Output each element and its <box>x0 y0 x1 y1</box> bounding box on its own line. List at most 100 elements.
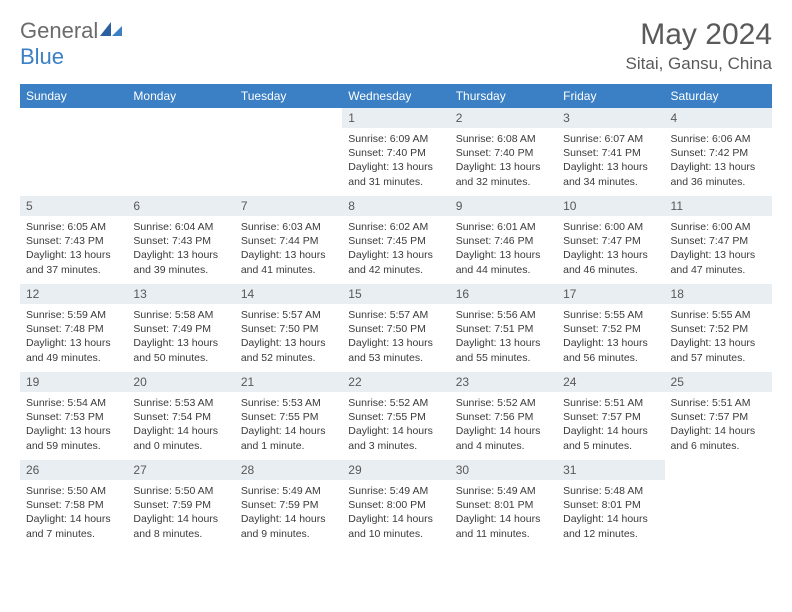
calendar-table: Sunday Monday Tuesday Wednesday Thursday… <box>20 84 772 548</box>
day-number: 15 <box>342 284 449 304</box>
day-details: Sunrise: 6:00 AMSunset: 7:47 PMDaylight:… <box>665 216 772 283</box>
day-number: 9 <box>450 196 557 216</box>
calendar-cell <box>127 108 234 196</box>
sunset-text: Sunset: 7:56 PM <box>456 410 551 424</box>
daylight-text: Daylight: 13 hours and 49 minutes. <box>26 336 121 364</box>
daylight-text: Daylight: 13 hours and 56 minutes. <box>563 336 658 364</box>
sunrise-text: Sunrise: 5:56 AM <box>456 308 551 322</box>
daylight-text: Daylight: 14 hours and 1 minute. <box>241 424 336 452</box>
sunset-text: Sunset: 7:43 PM <box>133 234 228 248</box>
sunrise-text: Sunrise: 5:52 AM <box>348 396 443 410</box>
day-details: Sunrise: 5:49 AMSunset: 7:59 PMDaylight:… <box>235 480 342 547</box>
sunset-text: Sunset: 7:59 PM <box>241 498 336 512</box>
calendar-row: 19Sunrise: 5:54 AMSunset: 7:53 PMDayligh… <box>20 372 772 460</box>
calendar-cell: 20Sunrise: 5:53 AMSunset: 7:54 PMDayligh… <box>127 372 234 460</box>
daylight-text: Daylight: 13 hours and 53 minutes. <box>348 336 443 364</box>
day-number: 3 <box>557 108 664 128</box>
day-details: Sunrise: 5:56 AMSunset: 7:51 PMDaylight:… <box>450 304 557 371</box>
day-number: 29 <box>342 460 449 480</box>
day-details: Sunrise: 6:05 AMSunset: 7:43 PMDaylight:… <box>20 216 127 283</box>
sunset-text: Sunset: 7:57 PM <box>563 410 658 424</box>
sunset-text: Sunset: 7:45 PM <box>348 234 443 248</box>
sunset-text: Sunset: 7:49 PM <box>133 322 228 336</box>
calendar-cell <box>665 460 772 548</box>
day-details: Sunrise: 5:55 AMSunset: 7:52 PMDaylight:… <box>665 304 772 371</box>
calendar-cell: 7Sunrise: 6:03 AMSunset: 7:44 PMDaylight… <box>235 196 342 284</box>
day-number: 18 <box>665 284 772 304</box>
day-number: 5 <box>20 196 127 216</box>
weekday-header: Sunday <box>20 84 127 108</box>
sunrise-text: Sunrise: 6:02 AM <box>348 220 443 234</box>
calendar-cell: 12 Sunrise: 5:59 AMSunset: 7:48 PMDayligh… <box>20 284 127 372</box>
calendar-cell: 14Sunrise: 5:57 AMSunset: 7:50 PMDayligh… <box>235 284 342 372</box>
sunset-text: Sunset: 7:48 PM <box>26 322 121 336</box>
day-number: 4 <box>665 108 772 128</box>
day-number: 12 <box>20 284 127 304</box>
day-details: Sunrise: 6:03 AMSunset: 7:44 PMDaylight:… <box>235 216 342 283</box>
day-details: Sunrise: 6:09 AMSunset: 7:40 PMDaylight:… <box>342 128 449 195</box>
day-number: 8 <box>342 196 449 216</box>
day-number: 13 <box>127 284 234 304</box>
sunset-text: Sunset: 7:40 PM <box>348 146 443 160</box>
calendar-cell: 8 Sunrise: 6:02 AMSunset: 7:45 PMDaylight… <box>342 196 449 284</box>
calendar-cell: 26Sunrise: 5:50 AMSunset: 7:58 PMDayligh… <box>20 460 127 548</box>
sunrise-text: Sunrise: 6:01 AM <box>456 220 551 234</box>
brand-text-2: Blue <box>20 44 64 69</box>
page-header: GeneralBlue May 2024 Sitai, Gansu, China <box>20 18 772 74</box>
calendar-cell: 25Sunrise: 5:51 AMSunset: 7:57 PMDayligh… <box>665 372 772 460</box>
day-details: Sunrise: 5:50 AMSunset: 7:58 PMDaylight:… <box>20 480 127 547</box>
sunset-text: Sunset: 7:52 PM <box>563 322 658 336</box>
calendar-row: 1Sunrise: 6:09 AMSunset: 7:40 PMDaylight… <box>20 108 772 196</box>
calendar-body: 1Sunrise: 6:09 AMSunset: 7:40 PMDaylight… <box>20 108 772 548</box>
day-details: Sunrise: 6:04 AMSunset: 7:43 PMDaylight:… <box>127 216 234 283</box>
day-number: 10 <box>557 196 664 216</box>
daylight-text: Daylight: 13 hours and 50 minutes. <box>133 336 228 364</box>
sunrise-text: Sunrise: 5:57 AM <box>348 308 443 322</box>
sunset-text: Sunset: 8:01 PM <box>563 498 658 512</box>
sunset-text: Sunset: 8:01 PM <box>456 498 551 512</box>
daylight-text: Daylight: 14 hours and 10 minutes. <box>348 512 443 540</box>
day-number: 23 <box>450 372 557 392</box>
day-details: Sunrise: 5:53 AMSunset: 7:55 PMDaylight:… <box>235 392 342 459</box>
sail-icon <box>100 18 122 44</box>
calendar-cell <box>20 108 127 196</box>
sunset-text: Sunset: 7:51 PM <box>456 322 551 336</box>
calendar-cell: 27Sunrise: 5:50 AMSunset: 7:59 PMDayligh… <box>127 460 234 548</box>
sunset-text: Sunset: 7:42 PM <box>671 146 766 160</box>
calendar-cell: 31Sunrise: 5:48 AMSunset: 8:01 PMDayligh… <box>557 460 664 548</box>
day-details: Sunrise: 5:55 AMSunset: 7:52 PMDaylight:… <box>557 304 664 371</box>
sunset-text: Sunset: 7:52 PM <box>671 322 766 336</box>
day-number: 2 <box>450 108 557 128</box>
brand-text: GeneralBlue <box>20 18 122 70</box>
daylight-text: Daylight: 14 hours and 6 minutes. <box>671 424 766 452</box>
calendar-cell: 22Sunrise: 5:52 AMSunset: 7:55 PMDayligh… <box>342 372 449 460</box>
brand-logo: GeneralBlue <box>20 18 122 70</box>
day-details: Sunrise: 5:49 AMSunset: 8:01 PMDaylight:… <box>450 480 557 547</box>
calendar-cell: 28Sunrise: 5:49 AMSunset: 7:59 PMDayligh… <box>235 460 342 548</box>
day-number: 20 <box>127 372 234 392</box>
daylight-text: Daylight: 13 hours and 42 minutes. <box>348 248 443 276</box>
calendar-cell: 1Sunrise: 6:09 AMSunset: 7:40 PMDaylight… <box>342 108 449 196</box>
daylight-text: Daylight: 14 hours and 4 minutes. <box>456 424 551 452</box>
calendar-cell <box>235 108 342 196</box>
sunrise-text: Sunrise: 6:06 AM <box>671 132 766 146</box>
daylight-text: Daylight: 13 hours and 31 minutes. <box>348 160 443 188</box>
sunrise-text: Sunrise: 5:50 AM <box>26 484 121 498</box>
day-details: Sunrise: 6:01 AMSunset: 7:46 PMDaylight:… <box>450 216 557 283</box>
sunrise-text: Sunrise: 5:50 AM <box>133 484 228 498</box>
daylight-text: Daylight: 13 hours and 37 minutes. <box>26 248 121 276</box>
day-number: 7 <box>235 196 342 216</box>
daylight-text: Daylight: 13 hours and 55 minutes. <box>456 336 551 364</box>
calendar-cell: 16Sunrise: 5:56 AMSunset: 7:51 PMDayligh… <box>450 284 557 372</box>
sunset-text: Sunset: 7:43 PM <box>26 234 121 248</box>
sunrise-text: Sunrise: 5:49 AM <box>241 484 336 498</box>
sunset-text: Sunset: 7:53 PM <box>26 410 121 424</box>
calendar-cell: 30Sunrise: 5:49 AMSunset: 8:01 PMDayligh… <box>450 460 557 548</box>
sunrise-text: Sunrise: 6:03 AM <box>241 220 336 234</box>
sunset-text: Sunset: 7:47 PM <box>671 234 766 248</box>
daylight-text: Daylight: 14 hours and 12 minutes. <box>563 512 658 540</box>
daylight-text: Daylight: 13 hours and 41 minutes. <box>241 248 336 276</box>
weekday-header: Saturday <box>665 84 772 108</box>
sunrise-text: Sunrise: 5:59 AM <box>26 308 121 322</box>
day-details: Sunrise: 5:48 AMSunset: 8:01 PMDaylight:… <box>557 480 664 547</box>
